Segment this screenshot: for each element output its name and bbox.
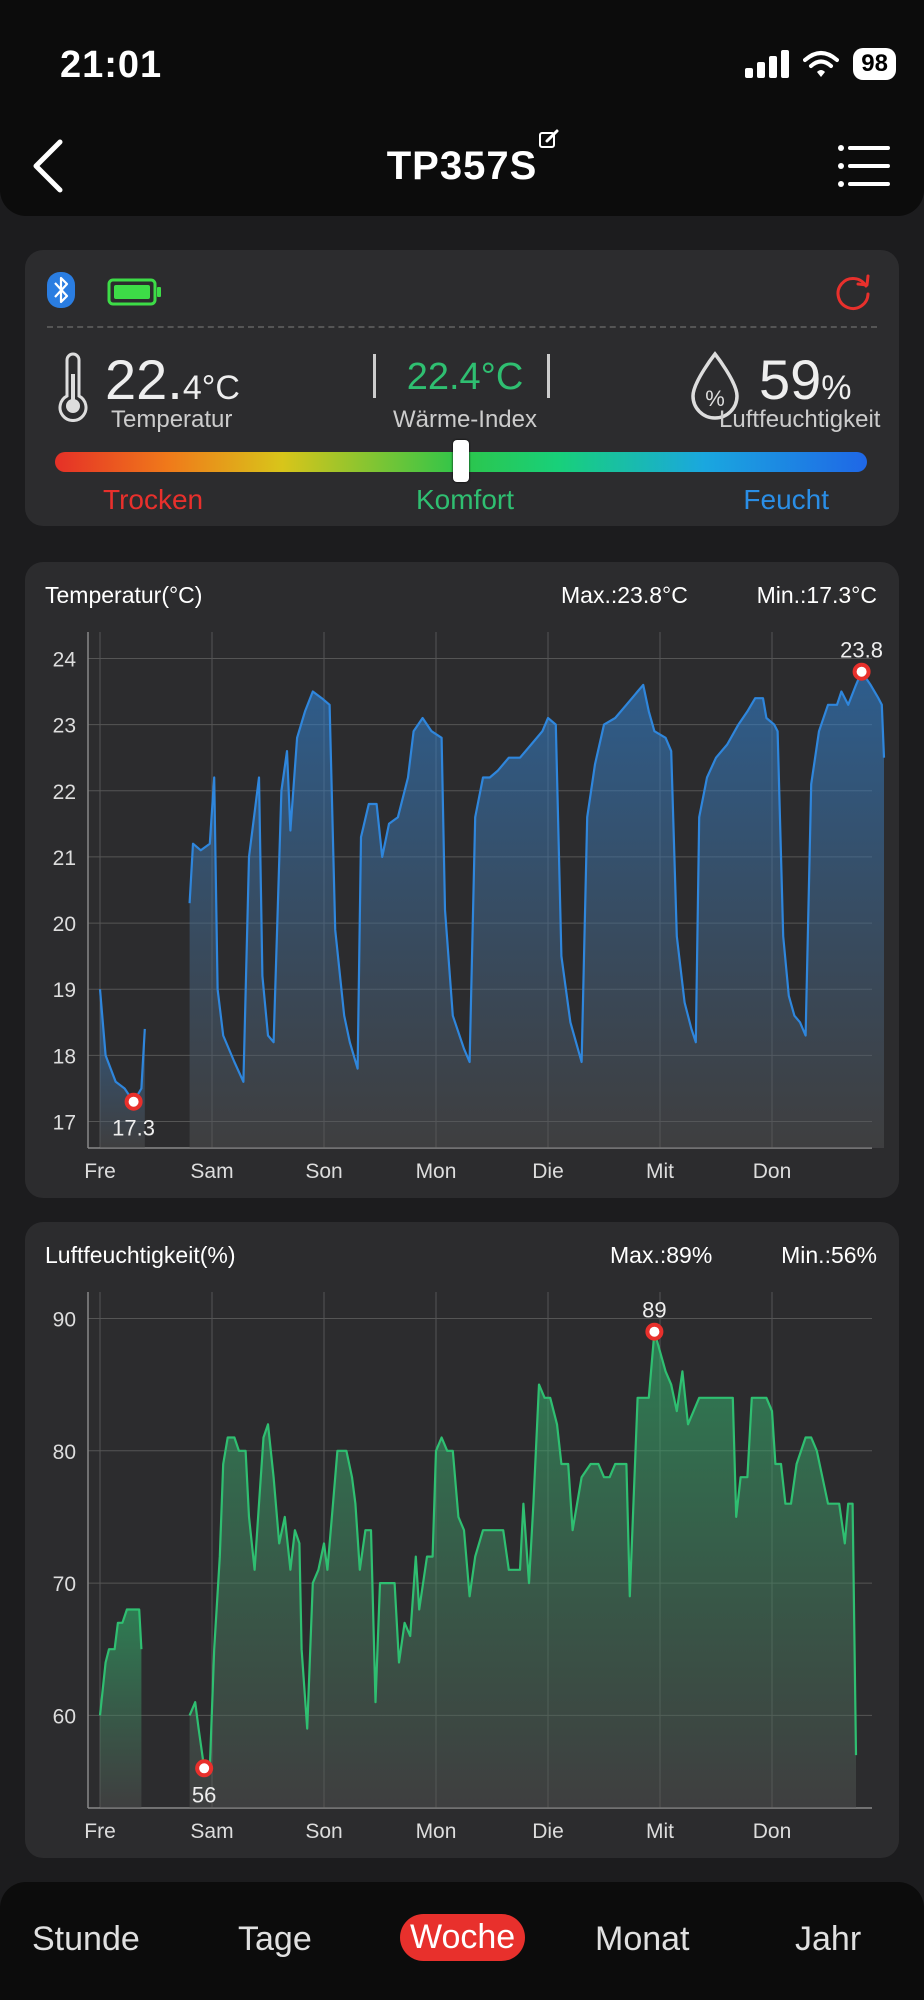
chart-max-label: Max.:23.8°C	[561, 582, 688, 608]
tab-monat[interactable]: Monat	[595, 1920, 690, 1958]
divider	[47, 326, 877, 328]
tab-tage[interactable]: Tage	[238, 1920, 312, 1958]
tab-jahr[interactable]: Jahr	[795, 1920, 862, 1958]
humidity-label: Luftfeuchtigkeit	[719, 406, 881, 433]
x-tick-label: Don	[753, 1820, 792, 1843]
status-bar: 21:01 98	[0, 0, 924, 110]
chart-title: Luftfeuchtigkeit(%)	[45, 1242, 236, 1268]
separator	[547, 354, 550, 398]
device-title: TP357S	[386, 144, 538, 188]
readings-card: 22.4°C Temperatur 22.4°C Wärme-Index % 5…	[25, 250, 899, 526]
x-tick-label: Fre	[84, 1160, 116, 1183]
series-area	[189, 671, 885, 1148]
y-tick-label: 70	[53, 1573, 76, 1596]
max-point-marker	[852, 662, 871, 681]
x-tick-label: Mon	[416, 1160, 457, 1183]
series-line	[188, 670, 886, 1083]
y-tick-label: 80	[53, 1441, 76, 1464]
x-tick-label: Mit	[646, 1160, 674, 1183]
series-line	[188, 1330, 858, 1770]
max-point-marker	[645, 1322, 664, 1341]
heat-index-value: 22.4°C	[406, 356, 524, 398]
y-tick-label: 21	[53, 847, 76, 870]
x-tick-label: Mit	[646, 1820, 674, 1843]
separator	[373, 354, 376, 398]
tab-stunde[interactable]: Stunde	[32, 1920, 140, 1958]
menu-icon[interactable]	[838, 144, 890, 188]
temperature-label: Temperatur	[111, 406, 233, 433]
y-tick-label: 22	[53, 781, 76, 804]
humidity-chart-card: Luftfeuchtigkeit(%) Max.:89% Min.:56% 60…	[25, 1222, 899, 1858]
edit-icon[interactable]	[538, 128, 560, 150]
min-point-label: 17.3	[112, 1116, 155, 1141]
x-tick-label: Son	[305, 1160, 342, 1183]
scale-dry-label: Trocken	[103, 484, 204, 515]
chart-title: Temperatur(°C)	[45, 582, 203, 608]
chart-max-label: Max.:89%	[610, 1242, 713, 1268]
x-tick-label: Mon	[416, 1820, 457, 1843]
status-icons: 98	[745, 48, 896, 80]
y-tick-label: 20	[53, 913, 76, 936]
chevron-left-icon[interactable]	[28, 138, 72, 194]
temperature-value: 22.4°C	[105, 348, 240, 411]
series-area	[189, 1331, 857, 1808]
y-tick-label: 18	[53, 1045, 76, 1068]
temperature-chart-card: Temperatur(°C) Max.:23.8°C Min.:17.3°C 1…	[25, 562, 899, 1198]
scale-wet-label: Feucht	[743, 484, 829, 515]
min-point-marker	[195, 1759, 214, 1778]
x-tick-label: Die	[532, 1160, 564, 1183]
y-tick-label: 60	[53, 1705, 76, 1728]
humidity-value: 59%	[759, 348, 852, 411]
y-tick-label: 19	[53, 979, 76, 1002]
heat-index-label: Wärme-Index	[392, 406, 538, 433]
status-time: 21:01	[60, 44, 163, 86]
max-point-label: 23.8	[840, 638, 883, 663]
y-tick-label: 24	[53, 648, 77, 671]
y-tick-label: 23	[53, 715, 76, 738]
wifi-icon	[803, 51, 840, 77]
battery-full-icon	[107, 278, 161, 306]
thermometer-icon	[58, 352, 88, 422]
series-line	[98, 1608, 143, 1716]
min-point-marker	[124, 1092, 143, 1111]
scale-comfort-label: Komfort	[415, 484, 515, 515]
x-tick-label: Fre	[84, 1820, 116, 1843]
nav-bar: TP357S	[0, 110, 924, 216]
chart-min-label: Min.:17.3°C	[756, 582, 877, 608]
y-tick-label: 90	[53, 1308, 76, 1331]
svg-text:%: %	[705, 386, 725, 411]
series-line	[98, 989, 146, 1103]
x-tick-label: Son	[305, 1820, 342, 1843]
temperature-chart: 17 18 19 20 21 22 23 24 Fre Sam Son Mon Die Mit Don 23.…	[53, 632, 886, 1183]
x-tick-label: Sam	[190, 1820, 233, 1843]
max-point-label: 89	[642, 1298, 666, 1323]
x-tick-label: Don	[753, 1160, 792, 1183]
x-tick-label: Sam	[190, 1160, 233, 1183]
min-point-label: 56	[192, 1782, 216, 1807]
y-tick-label: 17	[53, 1112, 76, 1135]
bluetooth-icon	[47, 272, 75, 308]
humidity-chart: 60 70 80 90 Fre Sam Son Mon Die Mit Don 89 56	[53, 1292, 872, 1843]
refresh-icon[interactable]	[833, 272, 873, 312]
chart-min-label: Min.:56%	[781, 1242, 877, 1268]
period-tab-bar: Stunde Tage Woche Monat Jahr	[0, 1882, 924, 2000]
battery-level: 98	[853, 48, 896, 80]
tab-woche[interactable]: Woche	[400, 1914, 526, 1961]
series-area	[100, 1609, 142, 1808]
comfort-indicator	[453, 440, 469, 482]
humidity-drop-icon: %	[691, 351, 739, 420]
x-tick-label: Die	[532, 1820, 564, 1843]
cellular-signal-icon	[745, 50, 790, 78]
